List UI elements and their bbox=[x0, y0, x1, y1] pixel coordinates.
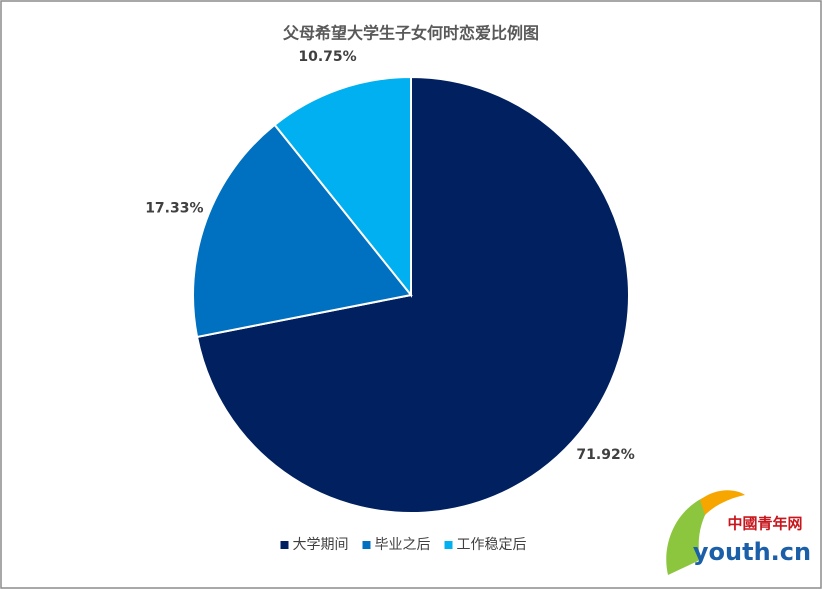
pie-slice bbox=[192, 123, 413, 339]
watermark-site: youth.cn bbox=[693, 538, 811, 566]
data-label: 17.33% bbox=[145, 200, 203, 216]
legend-label: 毕业之后 bbox=[375, 537, 431, 553]
legend-swatch bbox=[362, 541, 371, 549]
pie-slice bbox=[195, 75, 630, 514]
pie-slice bbox=[273, 75, 412, 298]
legend-label: 大学期间 bbox=[293, 537, 349, 553]
watermark: 中國青年网 youth.cn bbox=[666, 490, 811, 575]
legend-label: 工作稳定后 bbox=[457, 537, 527, 553]
chart-title: 父母希望大学生子女何时恋爱比例图 bbox=[282, 24, 539, 43]
legend-swatch bbox=[444, 541, 453, 549]
logo-leaf bbox=[666, 492, 720, 575]
legend-swatch bbox=[280, 541, 289, 549]
data-label: 10.75% bbox=[298, 49, 356, 65]
data-label: 71.92% bbox=[576, 447, 634, 463]
watermark-brand: 中國青年网 bbox=[727, 515, 802, 533]
logo-leaf-top bbox=[700, 490, 745, 515]
